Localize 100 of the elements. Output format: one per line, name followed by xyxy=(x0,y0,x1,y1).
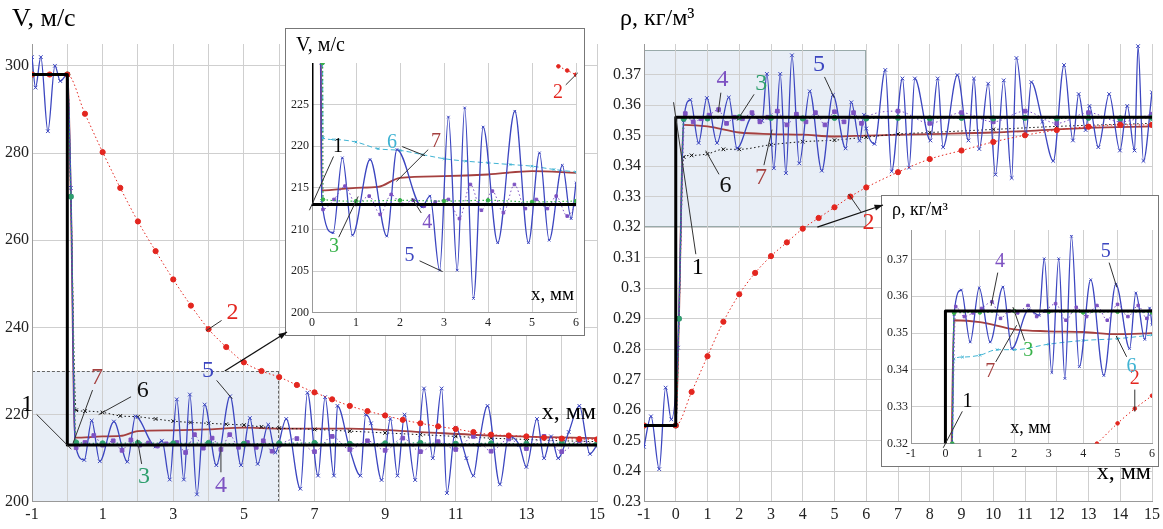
x-tick-label: -1 xyxy=(906,445,916,460)
x-tick-label: 2 xyxy=(397,314,403,329)
series-label: 5 xyxy=(812,50,825,77)
y-tick-label: 0.34 xyxy=(887,362,908,377)
series-label: 3 xyxy=(755,68,768,95)
x-tick-label: 0 xyxy=(671,504,680,522)
y-tick-label: 0.37 xyxy=(613,64,641,82)
x-tick-label: 6 xyxy=(1149,445,1155,460)
x-tick-label: 10 xyxy=(985,504,1002,522)
series-label: 1 xyxy=(962,388,973,411)
y-axis-title: V, м/с xyxy=(12,3,76,33)
y-tick-label: 0.23 xyxy=(613,492,641,509)
y-tick-label: 200 xyxy=(5,492,29,509)
x-tick-label: 7 xyxy=(310,504,319,522)
y-tick-label: 0.34 xyxy=(613,156,641,174)
series-label: 5 xyxy=(1100,239,1111,262)
series-label: 4 xyxy=(716,64,729,91)
y-tick-label: 300 xyxy=(5,56,29,73)
x-tick-label: 2 xyxy=(735,504,744,522)
x-tick-label: 11 xyxy=(448,504,464,522)
y-tick-label: 260 xyxy=(5,230,29,248)
y-tick-label: 0.25 xyxy=(613,430,641,448)
y-tick-label: 0.36 xyxy=(887,288,908,303)
y-tick-label: 220 xyxy=(291,138,309,153)
x-tick-label: 9 xyxy=(381,504,390,522)
x-tick-label: 3 xyxy=(169,504,178,522)
y-tick-label: 200 xyxy=(291,304,309,319)
x-tick-label: 4 xyxy=(485,314,491,329)
x-tick-label: 5 xyxy=(830,504,839,522)
x-tick-label: 1 xyxy=(353,314,359,329)
y-tick-label: 0.37 xyxy=(887,251,908,266)
x-tick-label: 14 xyxy=(1112,504,1129,522)
y-tick-label: 0.32 xyxy=(887,435,908,450)
x-tick-label: 13 xyxy=(518,504,535,522)
x-tick-label: 1 xyxy=(976,445,983,460)
series-label: 5 xyxy=(404,243,415,266)
x-tick-label: 3 xyxy=(1045,445,1052,460)
series-label: 4 xyxy=(214,470,227,497)
x-tick-label: 15 xyxy=(589,504,605,522)
x-tick-label: 2 xyxy=(1011,445,1018,460)
series-label: 4 xyxy=(994,249,1005,272)
x-tick-label: 5 xyxy=(1114,445,1121,460)
x-tick-label: 1 xyxy=(98,504,107,522)
x-tick-label: 11 xyxy=(1017,504,1033,522)
x-tick-label: 9 xyxy=(957,504,966,522)
series-label: 7 xyxy=(91,363,104,389)
y-tick-label: 0.35 xyxy=(613,125,641,143)
y-tick-label: 280 xyxy=(5,143,29,161)
series-label: 2 xyxy=(553,79,563,102)
series-label: 6 xyxy=(136,375,149,402)
series-label: 5 xyxy=(202,355,215,382)
series-label: 7 xyxy=(755,163,767,190)
series-label: 3 xyxy=(329,234,339,257)
x-tick-label: 5 xyxy=(529,314,535,329)
x-tick-label: 1 xyxy=(703,504,712,522)
y-tick-label: 205 xyxy=(291,263,309,278)
y-axis-title: V, м/с xyxy=(296,33,345,55)
series-label: 1 xyxy=(333,133,343,156)
y-tick-label: 0.28 xyxy=(613,339,641,357)
y-tick-label: 0.26 xyxy=(613,400,641,418)
x-tick-label: 15 xyxy=(1144,504,1160,522)
x-tick-label: 0 xyxy=(942,445,949,460)
x-tick-label: 3 xyxy=(767,504,775,522)
series-label: 4 xyxy=(422,209,433,232)
series-label: 2 xyxy=(862,207,875,234)
y-tick-label: 210 xyxy=(291,221,309,236)
y-tick-label: 0.27 xyxy=(613,369,641,387)
series-label: 1 xyxy=(691,252,704,279)
x-tick-label: 7 xyxy=(894,504,902,522)
y-tick-label: 0.33 xyxy=(887,398,908,413)
y-tick-label: 0.3 xyxy=(621,278,641,296)
x-tick-label: 6 xyxy=(862,504,871,522)
y-tick-label: 0.36 xyxy=(613,95,641,113)
y-tick-label: 0.33 xyxy=(613,186,641,204)
x-tick-label: 6 xyxy=(573,314,579,329)
y-axis-title: ρ, кг/м³ xyxy=(620,4,695,31)
y-tick-label: 240 xyxy=(5,317,29,335)
series-label: 6 xyxy=(387,129,397,152)
x-tick-label: 12 xyxy=(1048,504,1065,522)
y-tick-label: 0.31 xyxy=(613,247,641,265)
x-axis-title: x, мм xyxy=(1095,458,1152,485)
x-tick-label: 4 xyxy=(798,504,807,522)
y-tick-label: 215 xyxy=(291,179,309,194)
x-tick-label: 3 xyxy=(441,314,447,329)
y-tick-label: 0.35 xyxy=(887,325,908,340)
y-tick-label: 0.29 xyxy=(613,308,641,326)
series-label: 6 xyxy=(719,171,732,198)
y-tick-label: 0.24 xyxy=(613,461,641,479)
x-tick-label: 13 xyxy=(1080,504,1097,522)
y-tick-label: 225 xyxy=(291,96,309,111)
x-axis-title: x, мм xyxy=(1009,417,1052,438)
x-tick-label: 0 xyxy=(309,314,315,329)
x-tick-label: 8 xyxy=(925,504,934,522)
series-label: 7 xyxy=(431,129,441,152)
y-tick-label: 0.32 xyxy=(613,217,641,235)
x-axis-title: x, мм xyxy=(529,283,575,305)
x-tick-label: 4 xyxy=(1080,445,1087,460)
series-label: 7 xyxy=(985,358,996,381)
series-label: 3 xyxy=(137,462,150,489)
y-axis-title: ρ, кг/м³ xyxy=(892,199,948,220)
